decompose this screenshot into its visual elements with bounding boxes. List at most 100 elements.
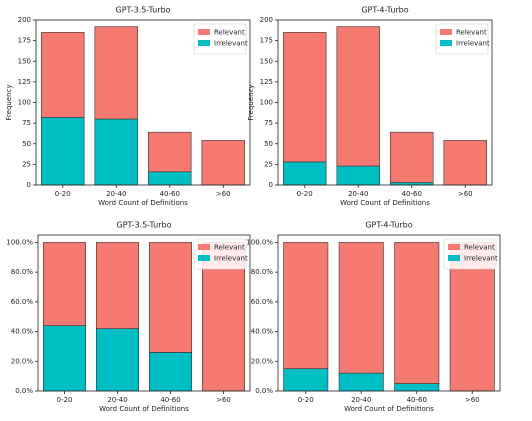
- x-axis-label: Word Count of Definitions: [99, 405, 189, 413]
- legend-label: Relevant: [456, 29, 487, 37]
- legend-swatch: [440, 29, 452, 35]
- legend-label: Relevant: [214, 244, 245, 252]
- legend-label: Relevant: [464, 244, 495, 252]
- legend-swatch: [198, 40, 210, 46]
- bar-segment: [283, 161, 327, 186]
- bar-segment: [42, 325, 87, 392]
- x-tick-label: 20-40: [106, 190, 126, 198]
- legend-swatch: [198, 29, 210, 35]
- x-tick-label: 20-40: [348, 190, 368, 198]
- axes-frame: [37, 234, 251, 392]
- bar-segment: [149, 352, 193, 392]
- y-tick-label: 40.0%: [11, 328, 34, 336]
- chart-title: GPT-3.5-Turbo: [117, 221, 172, 230]
- bar-segment: [41, 32, 85, 118]
- y-tick-label: 100: [18, 99, 31, 107]
- x-tick-label: 20-40: [107, 396, 127, 404]
- legend-swatch: [448, 244, 460, 250]
- legend-label: Irrelevant: [464, 255, 498, 263]
- x-tick-label: 0-20: [55, 190, 71, 198]
- legend-label: Irrelevant: [214, 255, 248, 263]
- bar-segment: [148, 171, 192, 186]
- y-tick-label: 60.0%: [251, 298, 274, 306]
- y-tick-label: 50: [264, 140, 273, 148]
- y-tick-label: 150: [260, 57, 273, 65]
- x-axis-label: Word Count of Definitions: [344, 405, 434, 413]
- legend-swatch: [198, 255, 210, 261]
- x-tick-label: 40-60: [160, 190, 180, 198]
- x-tick-label: >60: [216, 396, 231, 404]
- bar-segment: [336, 26, 380, 167]
- bar-segment: [42, 242, 87, 326]
- bar-segment: [94, 26, 138, 120]
- x-tick-label: 40-60: [402, 190, 422, 198]
- legend-swatch: [440, 40, 452, 46]
- y-tick-label: 75: [264, 119, 273, 127]
- bar-segment: [41, 117, 85, 186]
- y-tick-label: 100.0%: [246, 238, 273, 246]
- bar-segment: [390, 131, 434, 183]
- y-tick-label: 175: [18, 37, 31, 45]
- y-tick-label: 0: [269, 181, 273, 189]
- bar-segment: [336, 165, 380, 186]
- axes-frame: [35, 19, 251, 186]
- axes-frame: [277, 19, 493, 186]
- bar-segment: [283, 368, 329, 392]
- legend-label: Irrelevant: [456, 40, 490, 48]
- y-tick-label: 25: [22, 160, 31, 168]
- y-axis-label: Frequency: [247, 84, 255, 120]
- y-tick-label: 175: [260, 37, 273, 45]
- y-tick-label: 125: [18, 78, 31, 86]
- y-tick-label: 0.0%: [255, 387, 273, 395]
- y-tick-label: 20.0%: [11, 357, 34, 365]
- axes-frame: [277, 234, 501, 392]
- y-tick-label: 80.0%: [251, 268, 274, 276]
- x-tick-label: 20-40: [351, 396, 371, 404]
- y-tick-label: 60.0%: [11, 298, 34, 306]
- legend-label: Irrelevant: [214, 40, 248, 48]
- y-tick-label: 200: [18, 16, 31, 24]
- chart-title: GPT-4-Turbo: [361, 6, 408, 15]
- x-tick-label: >60: [458, 190, 473, 198]
- y-tick-label: 200: [260, 16, 273, 24]
- y-tick-label: 150: [18, 57, 31, 65]
- legend-label: Relevant: [214, 29, 245, 37]
- bar-segment: [149, 242, 193, 353]
- bar-segment: [394, 383, 440, 392]
- y-tick-label: 20.0%: [251, 357, 274, 365]
- legend-swatch: [448, 255, 460, 261]
- legend-swatch: [198, 244, 210, 250]
- y-tick-label: 0: [27, 181, 31, 189]
- y-tick-label: 80.0%: [11, 268, 34, 276]
- bar-segment: [283, 242, 329, 370]
- x-tick-label: 0-20: [297, 190, 313, 198]
- y-tick-label: 50: [22, 140, 31, 148]
- bar-segment: [148, 131, 192, 173]
- bar-segment: [283, 32, 327, 163]
- bar-segment: [94, 118, 138, 186]
- x-tick-label: >60: [216, 190, 231, 198]
- y-axis-label: Frequency: [5, 84, 13, 120]
- y-tick-label: 40.0%: [251, 328, 274, 336]
- y-tick-label: 75: [22, 119, 31, 127]
- bar-segment: [338, 242, 384, 374]
- y-tick-label: 25: [264, 160, 273, 168]
- bar-segment: [96, 242, 140, 329]
- bar-segment: [394, 242, 440, 384]
- bar-segment: [443, 140, 487, 186]
- bar-segment: [338, 372, 384, 392]
- y-tick-label: 0.0%: [15, 387, 33, 395]
- x-tick-label: 40-60: [407, 396, 427, 404]
- x-tick-label: 0-20: [298, 396, 314, 404]
- y-tick-label: 100: [260, 99, 273, 107]
- x-axis-label: Word Count of Definitions: [98, 199, 188, 207]
- x-tick-label: 40-60: [160, 396, 180, 404]
- bar-segment: [201, 140, 245, 186]
- chart-title: GPT-4-Turbo: [365, 221, 412, 230]
- y-tick-label: 125: [260, 78, 273, 86]
- x-tick-label: 0-20: [57, 396, 73, 404]
- x-tick-label: >60: [465, 396, 480, 404]
- bar-segment: [96, 328, 140, 392]
- chart-title: GPT-3.5-Turbo: [116, 6, 171, 15]
